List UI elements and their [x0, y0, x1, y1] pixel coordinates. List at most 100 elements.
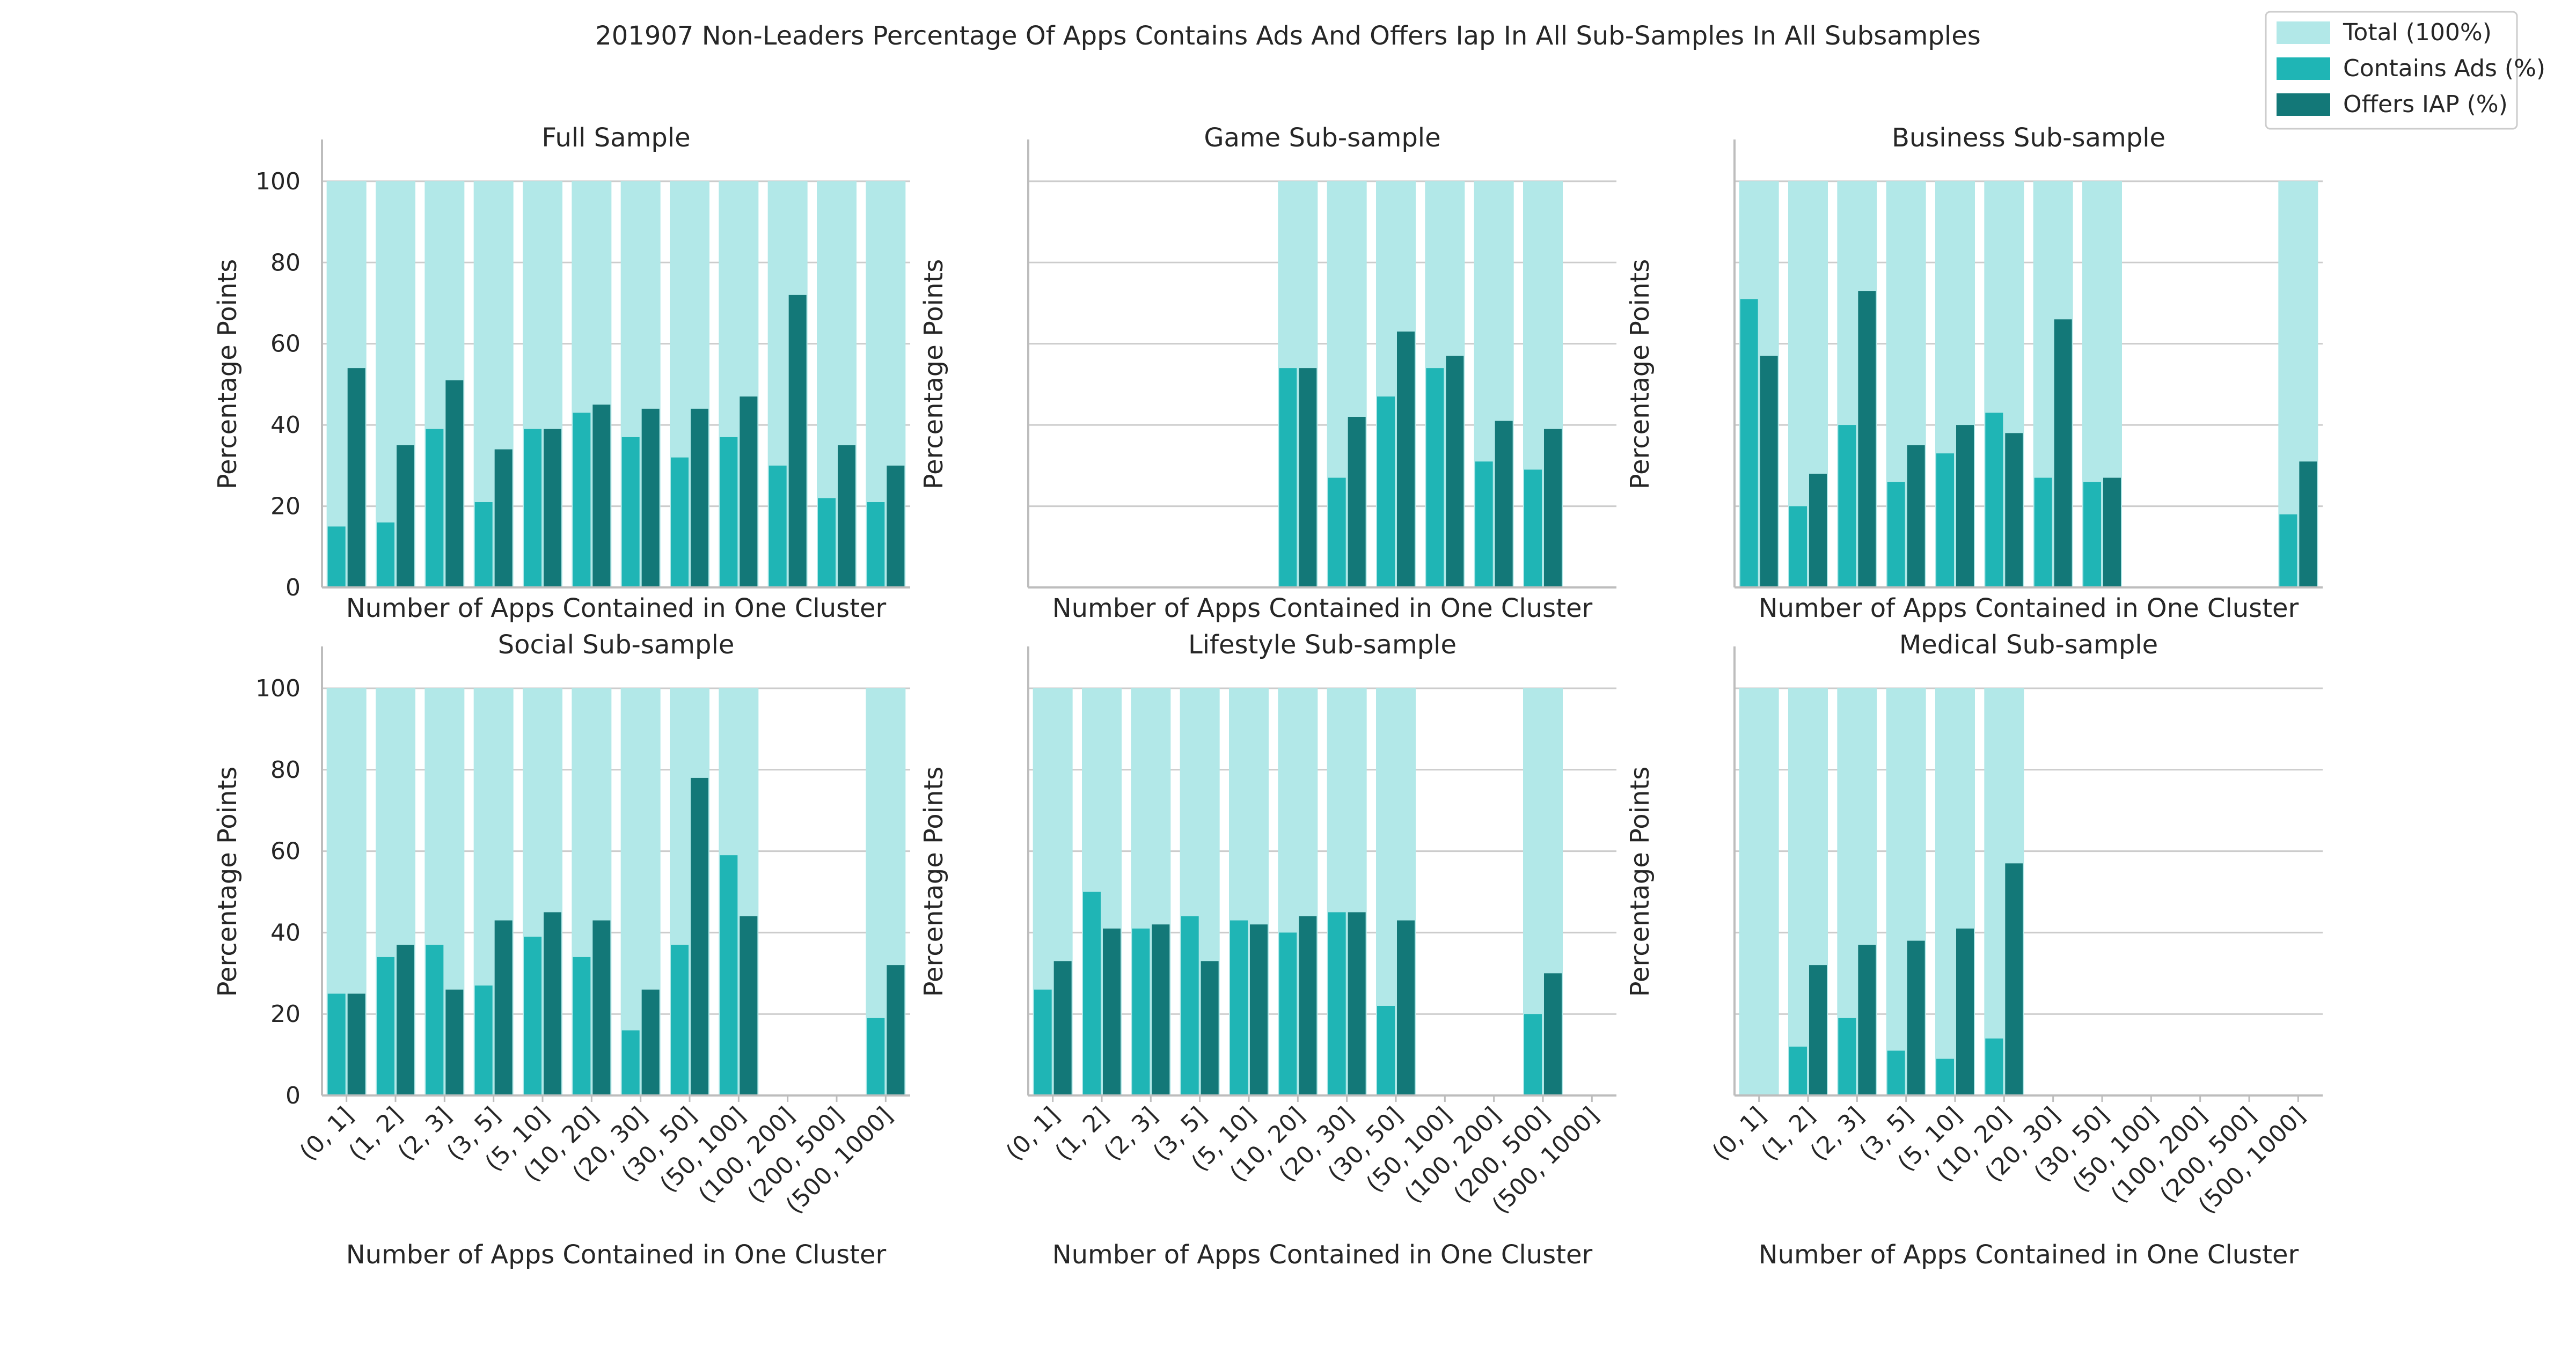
bar-contains-ads [1936, 453, 1954, 587]
legend-item-contains-ads: Contains Ads (%) [2277, 55, 2545, 82]
bar-contains-ads [867, 502, 885, 587]
bar-offers-iap [740, 916, 758, 1095]
bar-contains-ads [1377, 1006, 1395, 1095]
bar-group-5-10 [523, 688, 562, 1095]
panel-medical-sub-sample: Medical Sub-sample Percentage Points (0, 1… [1625, 630, 2323, 1270]
bar-offers-iap [641, 989, 660, 1095]
bar-contains-ads [327, 994, 346, 1095]
bar-contains-ads [1181, 916, 1199, 1095]
legend-label: Total (100%) [2343, 19, 2492, 46]
bar-group-50-100 [719, 688, 759, 1095]
bar-contains-ads [671, 945, 689, 1095]
y-tick-label: 100 [255, 675, 301, 702]
bar-contains-ads [1524, 469, 1542, 587]
bar-contains-ads [327, 526, 346, 587]
bar-group-2-3 [425, 688, 465, 1095]
bar-contains-ads [720, 855, 738, 1095]
y-tick-label: 40 [270, 411, 301, 439]
y-tick-label: 0 [286, 1082, 301, 1109]
bar-group-1-2 [376, 688, 415, 1095]
panels: Full Sample 0 20 40 60 80 100 Percentage Points… [213, 123, 2323, 1270]
bar-offers-iap [1201, 961, 1219, 1095]
bar-offers-iap [1907, 940, 1925, 1095]
bar-offers-iap [1907, 445, 1925, 587]
bar-offers-iap [691, 777, 708, 1095]
bar-group-10-20 [1984, 688, 2024, 1095]
bar-group-50-100 [1425, 181, 1465, 587]
bar-contains-ads [1132, 928, 1150, 1095]
bar-group-100-200 [767, 181, 808, 587]
bar-group-500-1000 [866, 181, 906, 587]
y-tick-label: 20 [270, 1001, 301, 1028]
bar-group-20-30 [620, 181, 661, 587]
bar-offers-iap [2103, 477, 2121, 587]
panel-title: Social Sub-sample [498, 630, 735, 660]
bar-contains-ads [1328, 912, 1346, 1095]
x-tick-label: (0, 1] [1001, 1102, 1065, 1166]
bar-contains-ads [1838, 1018, 1856, 1095]
bar-contains-ads [1985, 1038, 2003, 1095]
bar-contains-ads [1279, 932, 1297, 1095]
bar-group-10-20 [1278, 181, 1318, 587]
bar-contains-ads [1887, 1050, 1905, 1095]
panel-title: Game Sub-sample [1204, 123, 1440, 153]
bar-offers-iap [1956, 928, 1974, 1095]
bar-group-3-5 [1180, 688, 1220, 1095]
bar-contains-ads [1789, 1046, 1807, 1095]
bar-offers-iap [2299, 461, 2317, 587]
y-tick-label: 100 [255, 168, 301, 195]
legend-item-offers-iap: Offers IAP (%) [2277, 91, 2508, 118]
bar-offers-iap [1397, 920, 1415, 1095]
x-axis-label: Number of Apps Contained in One Cluster [346, 593, 887, 623]
bar-offers-iap [1348, 912, 1366, 1095]
figure-title: 201907 Non-Leaders Percentage Of Apps Co… [595, 21, 1981, 51]
x-tick-label: (2, 3] [392, 1102, 457, 1166]
bar-group-3-5 [1886, 181, 1926, 587]
bar-contains-ads [867, 1018, 885, 1095]
bar-group-10-20 [572, 181, 612, 587]
bar-group-10-20 [572, 688, 612, 1095]
x-tick-label: (1, 2] [1050, 1102, 1114, 1166]
bar-offers-iap [1544, 973, 1562, 1095]
bar-contains-ads [2034, 477, 2052, 587]
x-axis-label: Number of Apps Contained in One Cluster [1759, 1240, 2299, 1270]
bar-contains-ads [377, 522, 394, 587]
bar-contains-ads [1279, 368, 1297, 587]
bar-group-30-50 [670, 688, 709, 1095]
panel-social-sub-sample: Social Sub-sample 0 20 40 60 80 100 Percentage … [213, 630, 910, 1270]
panel-lifestyle-sub-sample: Lifestyle Sub-sample Percentage Points (0,… [919, 630, 1616, 1270]
bar-offers-iap [1152, 924, 1170, 1095]
bar-offers-iap [740, 396, 758, 587]
bar-group-0-1 [326, 181, 367, 587]
y-tick-label: 60 [270, 838, 301, 865]
y-axis-label: Percentage Points [919, 259, 949, 489]
bar-group-2-3 [1837, 688, 1877, 1095]
bar-group-3-5 [1886, 688, 1926, 1095]
bar-offers-iap [1809, 474, 1827, 587]
panel-title: Business Sub-sample [1892, 123, 2165, 153]
y-axis-label: Percentage Points [213, 767, 243, 997]
bar-contains-ads [720, 437, 738, 587]
legend: Total (100%) Contains Ads (%) Offers IAP (… [2265, 11, 2545, 130]
bar-contains-ads [2083, 482, 2101, 587]
bar-contains-ads [1838, 425, 1856, 587]
bar-contains-ads [1936, 1058, 1954, 1095]
bar-group-2-3 [425, 181, 465, 587]
bar-offers-iap [1858, 945, 1876, 1095]
x-tick-label: (1, 2] [343, 1102, 408, 1166]
bar-offers-iap [641, 408, 660, 587]
bar-group-30-50 [2082, 181, 2122, 587]
legend-label: Offers IAP (%) [2343, 91, 2508, 118]
bar-contains-ads [1740, 299, 1758, 587]
bar-offers-iap [788, 295, 807, 587]
panel-business-sub-sample: Business Sub-sample Percentage Points Numb… [1625, 123, 2323, 623]
bar-contains-ads [1789, 506, 1807, 587]
bar-group-0-1 [1739, 688, 1779, 1095]
bar-offers-iap [592, 404, 611, 587]
y-tick-label: 80 [270, 249, 301, 276]
bar-contains-ads [474, 985, 493, 1095]
bar-group-1-2 [1788, 688, 1828, 1095]
bar-group-5-10 [1935, 181, 1975, 587]
bar-group-100-200 [1474, 181, 1514, 587]
bar-total [1739, 688, 1779, 1095]
